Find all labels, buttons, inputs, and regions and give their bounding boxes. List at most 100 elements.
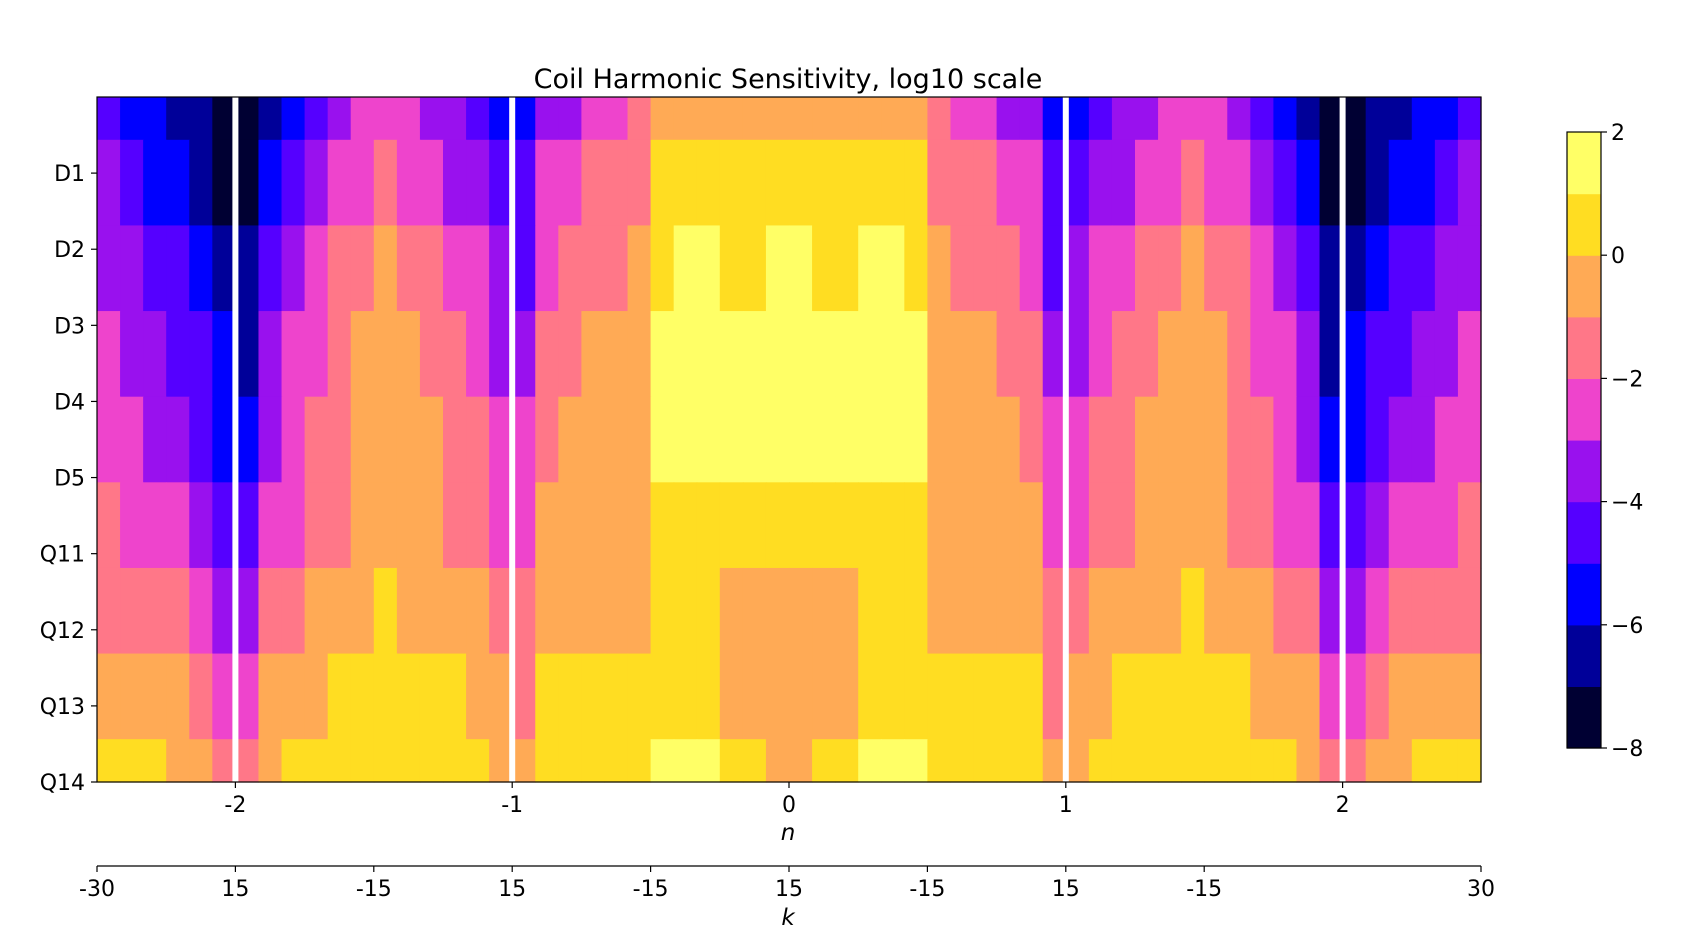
heatmap-cell bbox=[927, 97, 952, 141]
heatmap-cell bbox=[166, 653, 190, 740]
k-tick-label: -15 bbox=[1186, 877, 1222, 902]
heatmap-cell bbox=[1227, 97, 1251, 141]
heatmap-cell bbox=[881, 653, 905, 740]
x-axis-label: n bbox=[781, 820, 796, 846]
heatmap-cell bbox=[489, 396, 513, 483]
heatmap-cell bbox=[1434, 225, 1459, 312]
heatmap-cell bbox=[650, 653, 675, 740]
heatmap-cell bbox=[1457, 139, 1482, 227]
heatmap-cell bbox=[1227, 739, 1251, 783]
heatmap-cell bbox=[1365, 396, 1390, 483]
heatmap-cell bbox=[719, 739, 744, 783]
heatmap-cell bbox=[143, 653, 167, 740]
heatmap-cell bbox=[212, 739, 236, 783]
heatmap-cell bbox=[1042, 482, 1067, 569]
heatmap-cell bbox=[1042, 139, 1067, 227]
heatmap-cell bbox=[166, 567, 190, 655]
heatmap-cell bbox=[858, 396, 882, 483]
heatmap-cell bbox=[1042, 739, 1067, 783]
heatmap-cell bbox=[1042, 567, 1067, 655]
heatmap-cell bbox=[327, 653, 352, 740]
heatmap-cell bbox=[1135, 396, 1159, 483]
heatmap-cell bbox=[120, 396, 144, 483]
heatmap-cell bbox=[904, 311, 928, 398]
heatmap-cells bbox=[97, 97, 1482, 783]
heatmap-cell bbox=[1111, 311, 1136, 398]
heatmap-cell bbox=[1434, 139, 1459, 227]
heatmap-cell bbox=[1434, 396, 1459, 483]
k-tick-label: 15 bbox=[498, 877, 526, 902]
heatmap-cell bbox=[581, 225, 606, 312]
heatmap-cell bbox=[696, 653, 721, 740]
heatmap-cell bbox=[812, 97, 836, 141]
heatmap-cell bbox=[350, 396, 375, 483]
heatmap-cell bbox=[166, 311, 190, 398]
heatmap-cell bbox=[1065, 482, 1090, 569]
heatmap-cell bbox=[1088, 225, 1113, 312]
colorbar-frame bbox=[1566, 131, 1602, 749]
heatmap-cell bbox=[973, 482, 998, 569]
heatmap-cell bbox=[1065, 139, 1090, 227]
heatmap-cell bbox=[443, 739, 467, 783]
heatmap-cell bbox=[327, 567, 352, 655]
heatmap-cell bbox=[1250, 396, 1274, 483]
heatmap-cell bbox=[719, 311, 744, 398]
heatmap-cell bbox=[1319, 225, 1344, 312]
heatmap-cell bbox=[973, 225, 998, 312]
heatmap-cell bbox=[120, 97, 144, 141]
k-tick-label: 15 bbox=[221, 877, 249, 902]
heatmap-cell bbox=[673, 653, 698, 740]
heatmap-cell bbox=[604, 97, 629, 141]
y-tick-label: Q13 bbox=[40, 695, 85, 720]
heatmap-cell bbox=[835, 567, 859, 655]
heatmap-cell bbox=[1181, 97, 1205, 141]
heatmap-cell bbox=[881, 311, 905, 398]
heatmap-cell bbox=[466, 97, 490, 141]
heatmap-cell bbox=[789, 482, 813, 569]
heatmap-cell bbox=[120, 739, 144, 783]
heatmap-cell bbox=[535, 567, 559, 655]
k-tick-label: 30 bbox=[1467, 877, 1495, 902]
heatmap-cell bbox=[304, 567, 329, 655]
heatmap-cell bbox=[143, 225, 167, 312]
heatmap-cell bbox=[258, 225, 283, 312]
heatmap-cell bbox=[1088, 396, 1113, 483]
heatmap-cell bbox=[120, 653, 144, 740]
heatmap-cell bbox=[1296, 482, 1321, 569]
heatmap-cell bbox=[304, 739, 329, 783]
heatmap-cell bbox=[1088, 482, 1113, 569]
x-tick-label: 0 bbox=[782, 793, 796, 818]
heatmap-cell bbox=[1411, 311, 1436, 398]
heatmap-cell bbox=[973, 653, 998, 740]
heatmap-cell bbox=[258, 311, 283, 398]
heatmap-cell bbox=[1457, 482, 1482, 569]
heatmap-cell bbox=[627, 97, 652, 141]
heatmap-cell bbox=[604, 139, 629, 227]
heatmap-cell bbox=[1019, 396, 1044, 483]
heatmap-cell bbox=[1181, 567, 1205, 655]
heatmap-cell bbox=[327, 396, 352, 483]
heatmap-cell bbox=[1388, 739, 1413, 783]
heatmap-cell bbox=[996, 396, 1021, 483]
heatmap-cell bbox=[512, 482, 536, 569]
heatmap-cell bbox=[1204, 396, 1228, 483]
heatmap-cell bbox=[212, 97, 236, 141]
heatmap-cell bbox=[1181, 653, 1205, 740]
heatmap-cell bbox=[120, 567, 144, 655]
heatmap-cell bbox=[1365, 225, 1390, 312]
heatmap-cell bbox=[512, 653, 536, 740]
heatmap-cell bbox=[373, 482, 398, 569]
heatmap-cell bbox=[512, 567, 536, 655]
heatmap-cell bbox=[189, 139, 213, 227]
heatmap-cell bbox=[1296, 653, 1321, 740]
heatmap-cell bbox=[765, 139, 790, 227]
heatmap-cell bbox=[950, 225, 975, 312]
heatmap-cell bbox=[1319, 139, 1344, 227]
heatmap-cell bbox=[904, 739, 928, 783]
heatmap-cell bbox=[258, 396, 283, 483]
heatmap-cell bbox=[281, 139, 306, 227]
heatmap-cell bbox=[281, 739, 306, 783]
heatmap-cell bbox=[673, 311, 698, 398]
heatmap-cell bbox=[1181, 482, 1205, 569]
heatmap-cell bbox=[581, 396, 606, 483]
